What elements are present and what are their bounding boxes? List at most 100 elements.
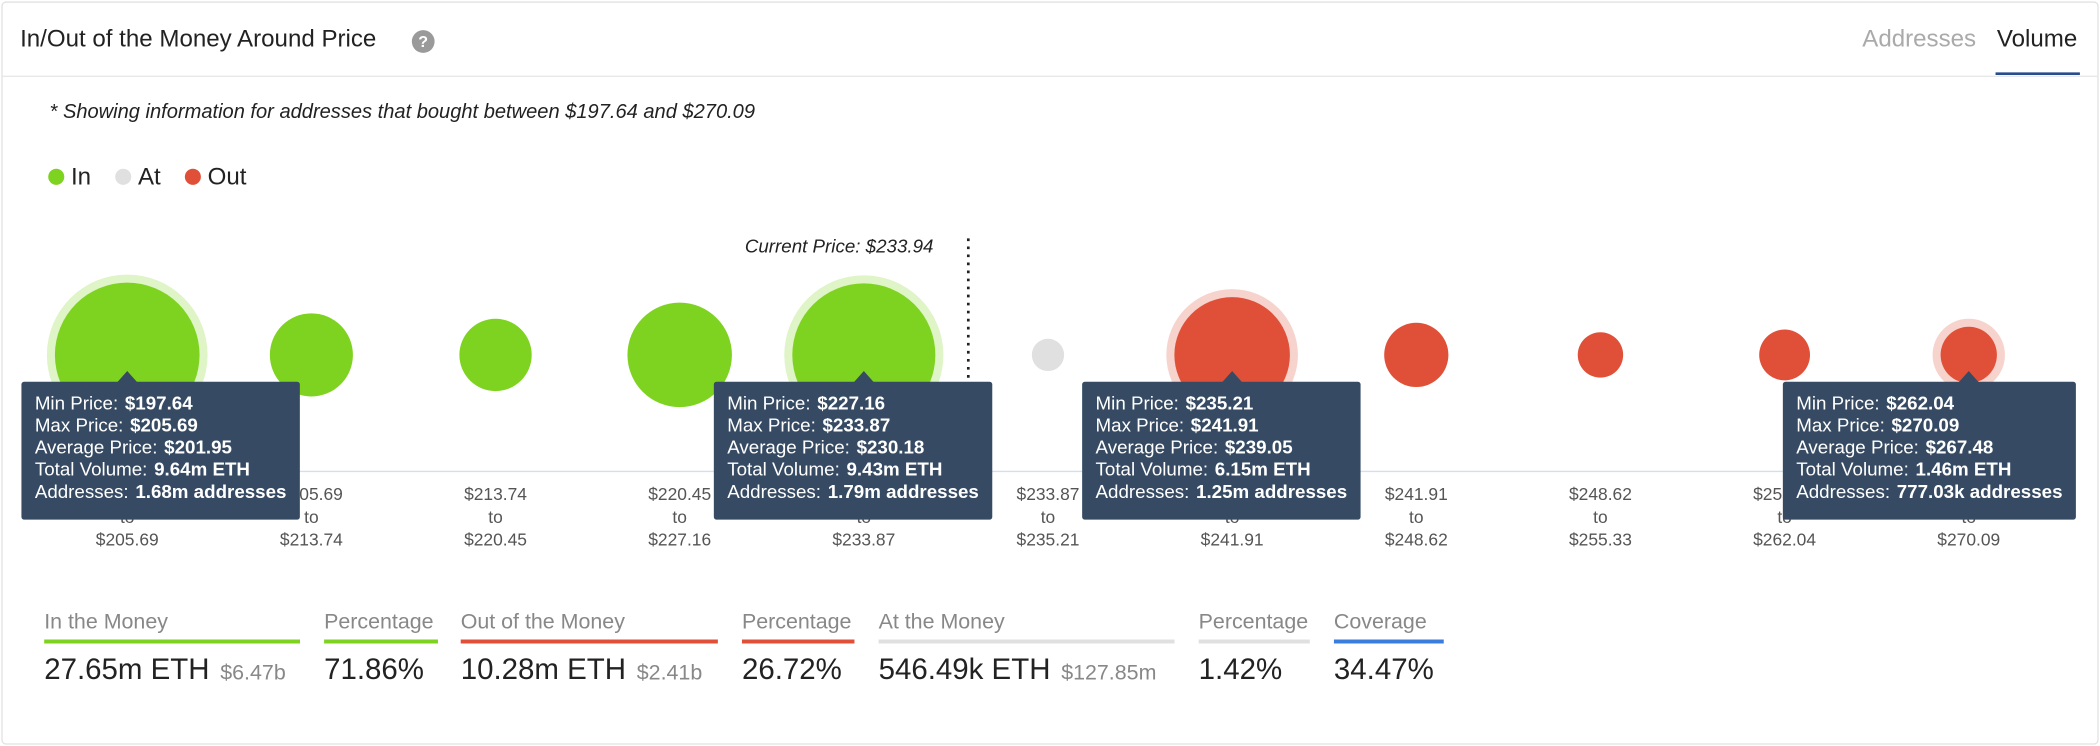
tooltip-label: Average Price:	[1796, 437, 1919, 458]
bubble	[1384, 322, 1449, 388]
summary-label: At the Money	[879, 609, 1005, 633]
x-tick-label: $227.16	[648, 530, 711, 550]
tooltip-value: $270.09	[1891, 415, 1959, 436]
legend-dot	[184, 168, 201, 185]
tooltip-label: Min Price:	[35, 392, 118, 413]
tooltip-value: $201.95	[164, 437, 232, 458]
tooltip-pointer	[853, 370, 875, 384]
summary-label: Out of the Money	[461, 609, 626, 633]
summary-label: Percentage	[324, 609, 434, 633]
tooltip-label: Average Price:	[35, 437, 158, 458]
x-tick-label: $220.45	[648, 484, 711, 504]
x-tick-label: $233.87	[832, 530, 895, 550]
x-tick-label: to	[1409, 507, 1424, 527]
tab[interactable]: Addresses	[1862, 26, 1976, 53]
summary-value: 546.49k ETH	[879, 653, 1051, 686]
x-tick-label: to	[1041, 507, 1056, 527]
summary-sub: $6.47b	[220, 660, 285, 684]
tooltip-value: 777.03k addresses	[1897, 481, 2063, 502]
help-icon[interactable]	[411, 30, 435, 53]
tooltip-label: Addresses:	[1096, 481, 1190, 502]
tooltip-label: Max Price:	[1796, 415, 1885, 436]
x-tick-label: $205.69	[96, 530, 159, 550]
tooltip-label: Total Volume:	[1796, 459, 1909, 480]
summary-value: 27.65m ETH	[44, 653, 209, 686]
tooltip-value: $239.05	[1225, 437, 1293, 458]
x-tick-label: $233.87	[1017, 484, 1080, 504]
tooltip-box	[1082, 381, 1361, 520]
bubble	[1577, 332, 1624, 378]
bubble	[627, 302, 732, 408]
tooltip-value: $230.18	[857, 437, 925, 458]
tooltip-box	[21, 381, 300, 520]
note: * Showing information for addresses that…	[50, 101, 755, 123]
summary-value: 1.42%	[1199, 653, 1283, 686]
x-tick-label: $241.91	[1385, 484, 1448, 504]
bubble	[459, 318, 532, 392]
summary-sub: $127.85m	[1061, 660, 1156, 684]
tooltip-value: 1.25m addresses	[1196, 481, 1347, 502]
tooltip-value: $262.04	[1886, 392, 1954, 413]
tooltip-value: $227.16	[817, 392, 885, 413]
x-tick-label: $235.21	[1017, 530, 1080, 550]
tooltip-label: Average Price:	[1096, 437, 1219, 458]
summary-label: Percentage	[1199, 609, 1309, 633]
summary-value: 71.86%	[324, 653, 424, 686]
tooltip-value: $241.91	[1191, 415, 1259, 436]
tooltip-label: Min Price:	[727, 392, 810, 413]
title: In/Out of the Money Around Price	[20, 26, 376, 53]
x-tick-label: $220.45	[464, 530, 527, 550]
summary-sub: $2.41b	[637, 660, 702, 684]
tooltip-box	[1782, 381, 2076, 520]
x-tick-label: $248.62	[1569, 484, 1632, 504]
tooltip-label: Max Price:	[727, 415, 816, 436]
x-tick-label: $213.74	[280, 530, 343, 550]
summary-label: Coverage	[1334, 609, 1427, 633]
tooltip-value: 1.46m ETH	[1916, 459, 2012, 480]
tooltip-label: Max Price:	[35, 415, 124, 436]
tooltip-pointer	[116, 370, 138, 384]
help-icon-glyph: ?	[418, 33, 428, 51]
bubble	[1940, 326, 1997, 384]
legend-label: In	[71, 163, 91, 190]
tooltip-value: 1.79m addresses	[828, 481, 979, 502]
bubble	[269, 313, 353, 397]
tooltip-value: $235.21	[1186, 392, 1254, 413]
x-tick-label: $270.09	[1937, 530, 2000, 550]
tooltip-label: Total Volume:	[1096, 459, 1209, 480]
tooltip-value: $233.87	[822, 415, 890, 436]
legend-label: At	[138, 163, 161, 190]
x-tick-label: to	[488, 507, 503, 527]
summary-value: 26.72%	[742, 653, 842, 686]
tooltip-value: $197.64	[125, 392, 193, 413]
tooltip-label: Addresses:	[727, 481, 821, 502]
tooltip-label: Max Price:	[1096, 415, 1185, 436]
x-tick-label: $213.74	[464, 484, 527, 504]
summary-value: 10.28m ETH	[461, 653, 626, 686]
legend-label: Out	[208, 163, 247, 190]
legend-dot	[48, 168, 65, 185]
x-tick-label: $241.91	[1201, 530, 1264, 550]
tooltip-label: Addresses:	[35, 481, 129, 502]
x-tick-label: $262.04	[1753, 530, 1816, 550]
tooltip-value: 9.43m ETH	[847, 459, 943, 480]
tooltip-value: 6.15m ETH	[1215, 459, 1311, 480]
tooltip-box	[713, 381, 993, 520]
tooltip-value: 9.64m ETH	[154, 459, 250, 480]
tooltip-value: $205.69	[130, 415, 198, 436]
tooltip-value: 1.68m addresses	[135, 481, 286, 502]
x-tick-label: to	[304, 507, 319, 527]
tooltip-pointer	[1958, 370, 1980, 384]
tooltip-label: Total Volume:	[35, 459, 148, 480]
tooltip-pointer	[1221, 370, 1243, 384]
bubble	[1759, 329, 1811, 381]
tooltip-label: Min Price:	[1096, 392, 1179, 413]
tooltip-label: Total Volume:	[727, 459, 840, 480]
tab[interactable]: Volume	[1997, 26, 2077, 53]
tooltip-value: $267.48	[1926, 437, 1994, 458]
x-tick-label: to	[672, 507, 687, 527]
